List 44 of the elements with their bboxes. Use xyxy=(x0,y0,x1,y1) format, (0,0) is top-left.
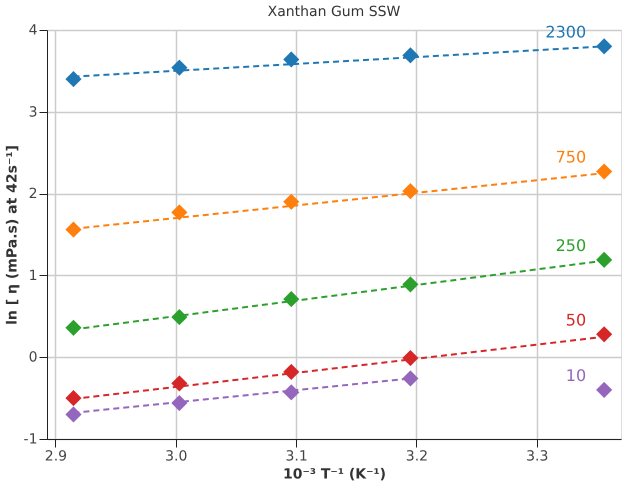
point xyxy=(171,375,188,392)
x-axis-title: 10⁻³ T⁻¹ (K⁻¹) xyxy=(283,466,386,482)
y-axis-title: ln [ η (mPa.s) at 42s⁻¹] xyxy=(4,145,21,325)
point xyxy=(65,222,82,238)
x-tick-label: 3.0 xyxy=(165,448,188,464)
point xyxy=(171,60,188,76)
y-tick-label: -1 xyxy=(24,432,38,448)
point xyxy=(65,406,82,423)
series-label: 50 xyxy=(566,310,586,330)
x-tick-label: 3.1 xyxy=(285,448,308,464)
point xyxy=(171,394,188,412)
point xyxy=(171,204,188,220)
point xyxy=(596,38,612,54)
y-tick-label: 1 xyxy=(28,268,38,284)
point xyxy=(596,382,612,398)
x-tick-label: 3.2 xyxy=(406,448,428,464)
series-label: 250 xyxy=(556,236,586,255)
point xyxy=(402,350,418,366)
point xyxy=(283,291,300,308)
point xyxy=(283,51,300,68)
point xyxy=(283,364,300,380)
point xyxy=(283,194,300,210)
point xyxy=(596,252,612,268)
chart-title: Xanthan Gum SSW xyxy=(268,4,401,20)
point xyxy=(65,320,82,336)
x-tick-label: 2.9 xyxy=(44,448,68,464)
point xyxy=(65,390,82,406)
series-label: 2300 xyxy=(545,22,586,42)
point xyxy=(402,183,418,200)
point xyxy=(171,309,188,326)
point xyxy=(402,370,418,387)
point xyxy=(596,163,612,180)
point xyxy=(65,71,82,88)
y-tick-label: 2 xyxy=(28,186,38,202)
y-tick-label: 3 xyxy=(28,104,38,120)
y-tick-label: 4 xyxy=(28,22,38,38)
point xyxy=(596,326,612,342)
series-label: 10 xyxy=(566,366,586,385)
point xyxy=(402,276,418,292)
point xyxy=(402,47,418,64)
x-tick-label: 3.3 xyxy=(526,448,548,464)
y-tick-label: 0 xyxy=(28,350,38,366)
point xyxy=(283,384,300,400)
series-label: 750 xyxy=(556,148,586,167)
